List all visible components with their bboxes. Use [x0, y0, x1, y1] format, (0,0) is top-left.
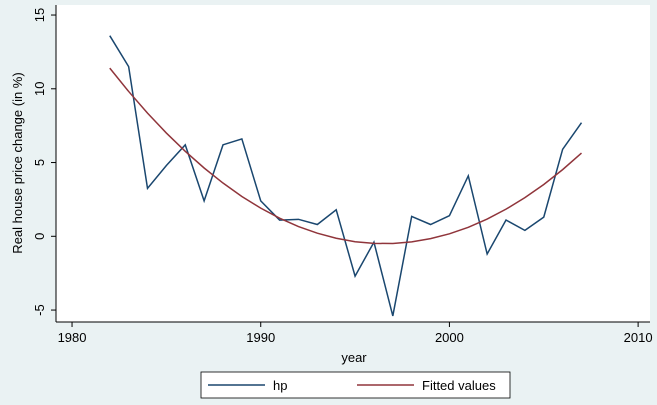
x-tick-label: 1990 — [246, 330, 275, 345]
legend-label: hp — [273, 378, 287, 393]
y-tick-label: 15 — [32, 8, 47, 22]
plot-area — [56, 5, 650, 322]
y-tick-label: 10 — [32, 82, 47, 96]
y-axis-label: Real house price change (in %) — [10, 72, 25, 253]
legend-label: Fitted values — [422, 378, 496, 393]
x-axis-label: year — [341, 350, 367, 365]
x-tick-label: 2010 — [624, 330, 653, 345]
series-line — [109, 67, 582, 245]
y-tick-label: -5 — [32, 304, 47, 316]
x-tick-label: 2000 — [435, 330, 464, 345]
y-tick-label: 0 — [32, 233, 47, 240]
x-tick-label: 1980 — [58, 330, 87, 345]
y-tick-label: 5 — [32, 159, 47, 166]
